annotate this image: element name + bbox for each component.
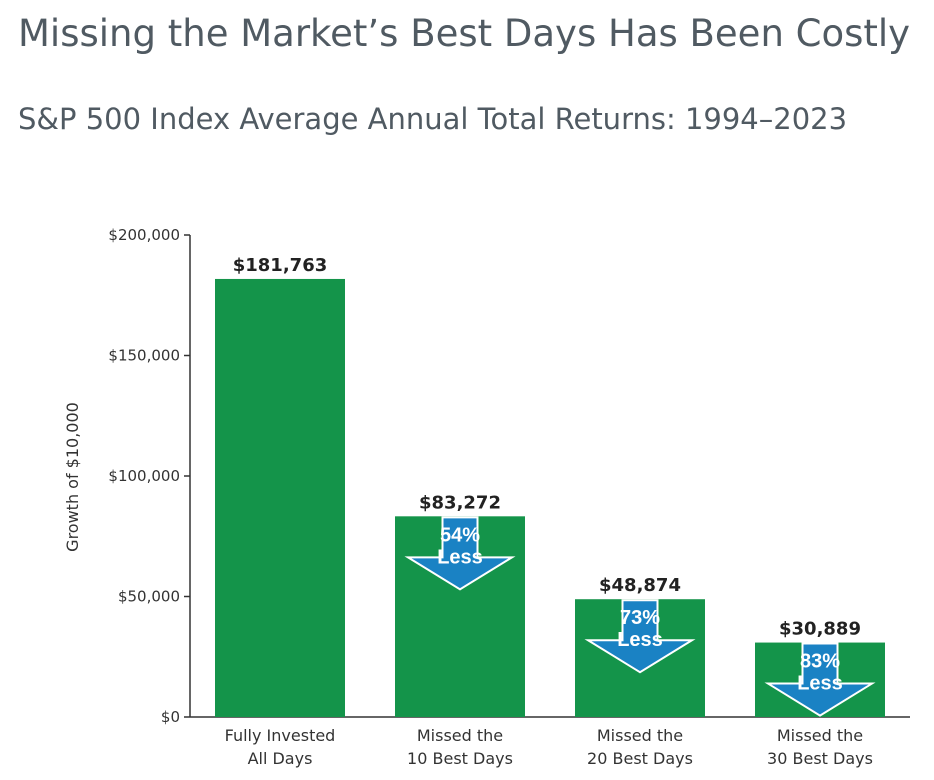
category-label: Missed the 10 Best Days — [407, 726, 513, 768]
category-labels: Fully Invested All Days Missed the 10 Best … — [225, 726, 873, 768]
y-tick-label: $50,000 — [118, 588, 180, 606]
category-label-line: 20 Best Days — [587, 749, 693, 768]
category-label: Missed the 30 Best Days — [767, 726, 873, 768]
y-tick-label: $200,000 — [108, 226, 180, 244]
reduction-label: 54% Less — [437, 524, 483, 568]
category-label: Fully Invested All Days — [225, 726, 336, 768]
reduction-label-line: Less — [617, 629, 663, 651]
down-arrow-icon — [764, 642, 876, 717]
bar-value-label: $48,874 — [599, 575, 681, 596]
bars — [215, 278, 885, 717]
category-label-line: All Days — [248, 749, 313, 768]
reduction-label-line: Less — [797, 673, 843, 695]
chart-title: Missing the Market’s Best Days Has Been … — [18, 12, 911, 55]
chart-subtitle: S&P 500 Index Average Annual Total Retur… — [18, 102, 848, 136]
down-arrow-icon — [404, 516, 516, 591]
bar-value-label: $30,889 — [779, 619, 861, 640]
reduction-label: 73% Less — [617, 607, 663, 651]
category-label-line: Missed the — [417, 726, 503, 745]
reduction-label-line: 54% — [440, 524, 480, 546]
reduction-label-line: 83% — [800, 651, 840, 673]
down-arrow-icon — [584, 599, 696, 674]
y-axis-label: Growth of $10,000 — [63, 402, 82, 552]
y-tick-label: $100,000 — [108, 467, 180, 485]
bar-value-label: $83,272 — [419, 492, 501, 513]
value-labels: $181,763 $83,272 $48,874 $30,889 — [233, 255, 861, 640]
category-label-line: Missed the — [777, 726, 863, 745]
reduction-label-line: 73% — [620, 607, 660, 629]
bar-value-label: $181,763 — [233, 255, 328, 276]
category-label-line: Missed the — [597, 726, 683, 745]
category-label: Missed the 20 Best Days — [587, 726, 693, 768]
category-label-line: Fully Invested — [225, 726, 336, 745]
category-label-line: 30 Best Days — [767, 749, 873, 768]
y-axis: $0 $50,000 $100,000 $150,000 $200,000 — [108, 226, 910, 726]
bar — [215, 278, 345, 717]
y-tick-label: $150,000 — [108, 347, 180, 365]
category-label-line: 10 Best Days — [407, 749, 513, 768]
y-tick-label: $0 — [161, 708, 180, 726]
reduction-label-line: Less — [437, 546, 483, 568]
reduction-label: 83% Less — [797, 651, 843, 695]
